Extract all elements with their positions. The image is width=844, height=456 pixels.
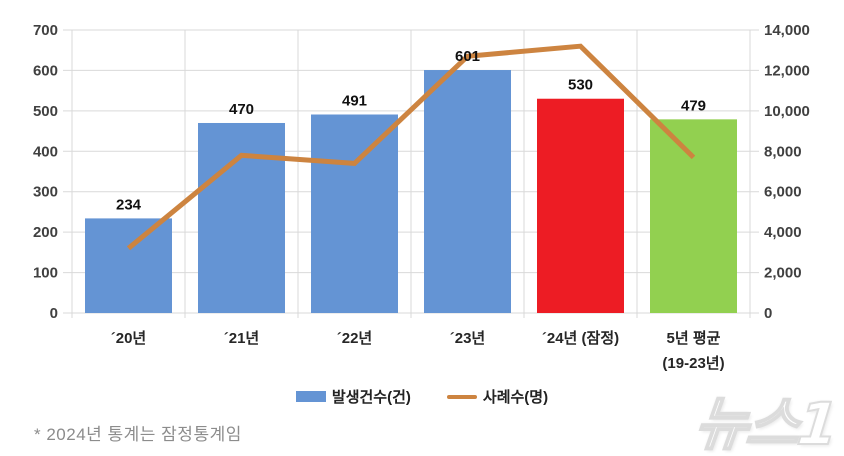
bar-6 xyxy=(650,119,737,314)
news1-watermark: 뉴스1 xyxy=(690,389,840,456)
category-sublabel: (19-23년) xyxy=(662,355,724,372)
bar-value-label: 491 xyxy=(342,92,367,109)
right-axis-tick-label: 8,000 xyxy=(764,143,802,160)
category-label: ´23년 xyxy=(450,330,485,347)
bar-3 xyxy=(311,114,398,313)
right-axis-tick-label: 4,000 xyxy=(764,224,802,241)
right-axis-tick-label: 0 xyxy=(764,305,772,322)
left-axis-tick-label: 700 xyxy=(33,22,58,39)
line-series xyxy=(126,43,696,251)
left-axis-tick-label: 200 xyxy=(33,224,58,241)
left-axis-tick-label: 500 xyxy=(33,103,58,120)
combo-chart: 0 100 200 300 400 500 600 700 0 2,000 4,000 6,000 8,… xyxy=(33,22,810,372)
bar-2 xyxy=(198,122,285,313)
left-axis-tick-label: 300 xyxy=(33,184,58,201)
bar-value-label: 470 xyxy=(229,101,254,118)
left-axis-tick-label: 400 xyxy=(33,143,58,160)
category-label: ´24년 (잠정) xyxy=(542,329,619,347)
category-label: ´20년 xyxy=(111,330,146,347)
left-axis-tick-label: 100 xyxy=(33,265,58,282)
bar-value-label: 601 xyxy=(455,48,480,65)
chart-footnote: * 2024년 통계는 잠정통계임 xyxy=(34,425,242,444)
line-swatch-icon xyxy=(446,394,477,399)
category-label: 5년 평균 xyxy=(667,329,721,347)
right-axis-tick-label: 10,000 xyxy=(764,103,810,120)
bar-4 xyxy=(424,70,511,313)
category-label: ´22년 xyxy=(337,330,372,347)
legend-item: 사례수(명) xyxy=(446,386,549,407)
right-axis-tick-label: 2,000 xyxy=(764,265,802,282)
legend-item: 발생건수(건) xyxy=(295,386,411,407)
bar-value-label: 530 xyxy=(568,77,593,94)
chart-legend: 발생건수(건) 사례수(명) xyxy=(0,386,844,407)
legend-label: 발생건수(건) xyxy=(331,389,411,406)
left-axis-tick-label: 0 xyxy=(50,305,58,322)
bar-1 xyxy=(85,218,172,313)
legend-label: 사례수(명) xyxy=(482,389,549,406)
bar-5 xyxy=(537,98,624,313)
right-axis-tick-label: 12,000 xyxy=(764,62,810,79)
bar-swatch-icon xyxy=(295,391,326,402)
left-axis-tick-label: 600 xyxy=(33,62,58,79)
bar-value-label: 479 xyxy=(681,97,706,114)
right-axis-tick-label: 6,000 xyxy=(764,184,802,201)
right-axis-tick-label: 14,000 xyxy=(764,22,810,39)
bar-value-label: 234 xyxy=(116,196,142,213)
category-label: ´21년 xyxy=(224,330,259,347)
